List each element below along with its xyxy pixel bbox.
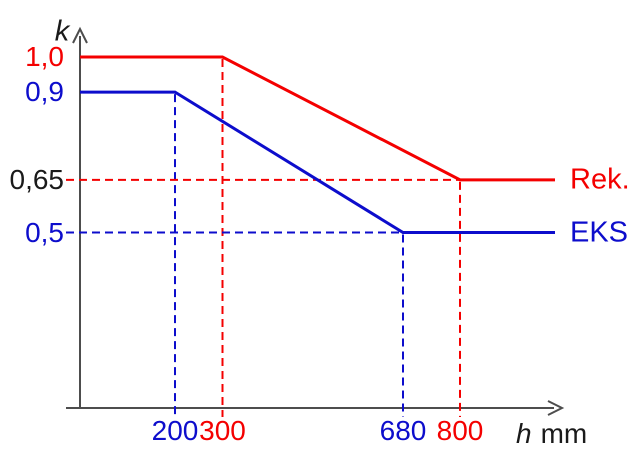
- x-axis-variable: h: [516, 418, 532, 449]
- x-axis-title: h mm: [516, 420, 587, 448]
- x-tick-label-300: 300: [199, 415, 246, 446]
- series-label-rek: Rek.: [570, 163, 630, 196]
- y-tick-label-1-0: 1,0: [25, 41, 64, 72]
- x-axis-unit: mm: [540, 418, 588, 449]
- series-label-eks: EKS: [570, 216, 629, 248]
- y-tick-label-0-5: 0,5: [25, 216, 64, 248]
- y-tick-label-0-65: 0,65: [9, 163, 65, 195]
- y-tick-label-0-9: 0,9: [25, 76, 64, 108]
- x-tick-label-800: 800: [436, 415, 484, 446]
- x-tick-label-200: 200: [151, 415, 199, 446]
- y-axis-title: k: [54, 15, 70, 48]
- x-tick-label-680: 680: [379, 415, 427, 446]
